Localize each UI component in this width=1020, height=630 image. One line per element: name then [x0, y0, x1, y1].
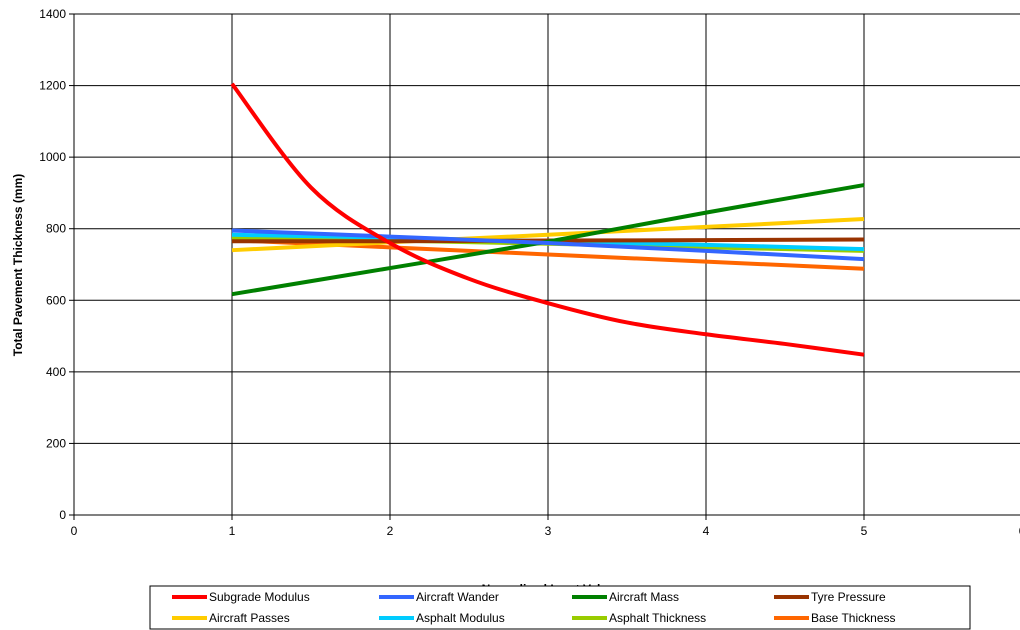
legend-label: Asphalt Modulus — [416, 611, 505, 625]
legend-label: Base Thickness — [811, 611, 896, 625]
legend: Subgrade Modulus Aircraft Wander Aircraft … — [149, 585, 971, 630]
legend-label: Tyre Pressure — [811, 590, 886, 604]
series-line-aircraft-wander — [231, 228, 865, 262]
y-tick-label: 1400 — [39, 7, 66, 21]
x-tick-label: 5 — [861, 524, 868, 538]
x-tick-label: 2 — [387, 524, 394, 538]
grid-lines — [74, 13, 1020, 515]
legend-label: Subgrade Modulus — [209, 590, 310, 604]
x-tick-label: 3 — [545, 524, 552, 538]
legend-label: Asphalt Thickness — [609, 611, 706, 625]
series-line-subgrade-modulus — [230, 82, 865, 357]
y-tick-label: 0 — [59, 508, 66, 522]
x-tick-label: 0 — [71, 524, 78, 538]
y-axis-title: Total Pavement Thickness (mm) — [11, 174, 25, 357]
x-tick-label: 6 — [1019, 524, 1020, 538]
y-tick-label: 1000 — [39, 150, 66, 164]
y-tick-label: 800 — [46, 222, 66, 236]
y-tick-label: 400 — [46, 365, 66, 379]
legend-label: Aircraft Passes — [209, 611, 290, 625]
y-tick-label: 1200 — [39, 79, 66, 93]
series-lines — [230, 82, 865, 357]
x-tick-label: 4 — [703, 524, 710, 538]
legend-box — [149, 585, 971, 630]
x-tick-label: 1 — [229, 524, 236, 538]
legend-label: Aircraft Wander — [416, 590, 499, 604]
series-line-aircraft-passes — [231, 217, 865, 253]
y-tick-label: 600 — [46, 293, 66, 307]
y-tick-label: 200 — [46, 436, 66, 450]
axes: 0 200 400 600 800 1000 1200 1400 0 1 2 3 4 5 6 — [39, 7, 1020, 538]
legend-label: Aircraft Mass — [609, 590, 679, 604]
